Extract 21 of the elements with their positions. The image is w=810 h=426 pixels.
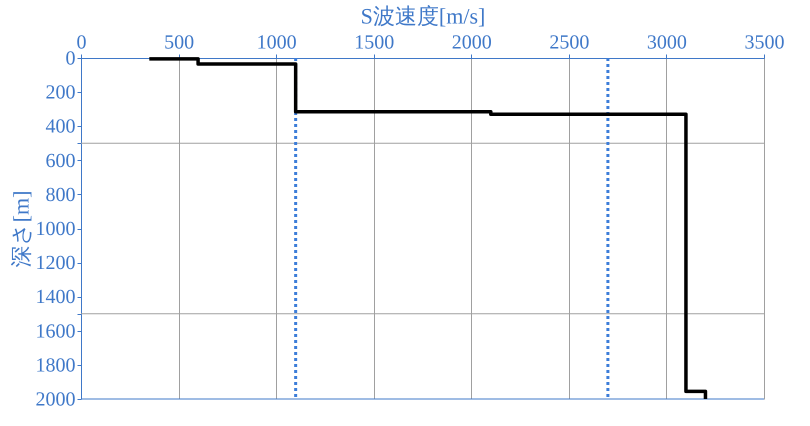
y-tick-label: 1000 <box>36 218 76 240</box>
y-axis-title: 深さ[m] <box>8 190 34 268</box>
x-tick-label: 1000 <box>256 32 297 54</box>
y-tick-label: 400 <box>46 116 76 138</box>
y-tick-label: 0 <box>66 48 76 70</box>
y-tick-label: 1400 <box>36 286 76 308</box>
y-tick-label: 800 <box>46 184 76 206</box>
y-tick-label: 1200 <box>36 252 76 274</box>
x-tick-label: 1500 <box>354 32 394 54</box>
y-tick-label: 1800 <box>36 354 76 376</box>
x-tick-label: 3000 <box>646 32 687 54</box>
y-tick-label: 200 <box>46 82 76 104</box>
x-tick-label: 2000 <box>452 32 492 54</box>
y-tick-label: 600 <box>46 150 76 172</box>
x-tick-label: 3500 <box>744 32 784 54</box>
x-tick-label: 2500 <box>549 32 590 54</box>
x-tick-label: 500 <box>164 32 194 54</box>
x-axis-title: S波速度[m/s] <box>360 4 486 28</box>
y-tick-label: 2000 <box>36 388 76 410</box>
line-series <box>148 57 708 401</box>
y-tick-label: 1600 <box>36 320 76 342</box>
